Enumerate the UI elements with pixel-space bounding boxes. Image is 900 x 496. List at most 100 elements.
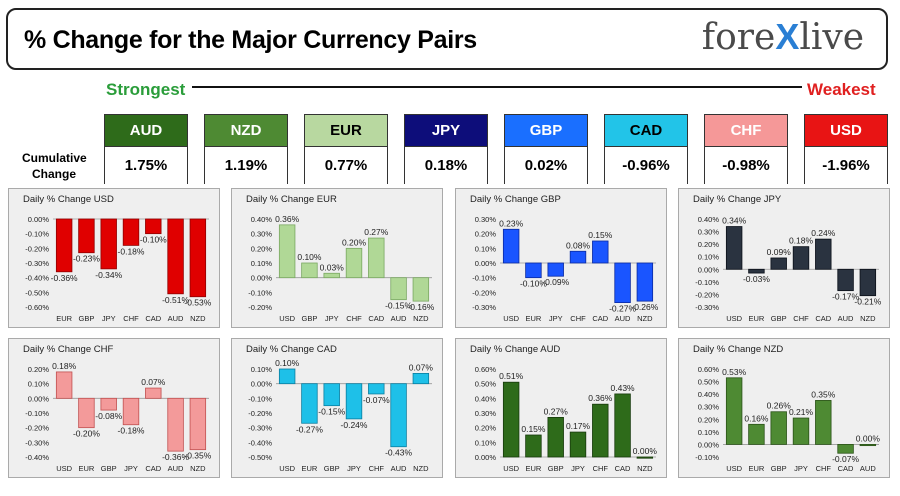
chart-title: Daily % Change NZD: [693, 344, 784, 355]
data-label: 0.36%: [588, 393, 613, 403]
currency-box-usd: USD -1.96%: [804, 114, 888, 184]
data-label: 0.07%: [141, 377, 166, 387]
category-label: CAD: [145, 314, 161, 323]
currency-code: CHF: [705, 115, 787, 147]
y-tick-label: -0.20%: [25, 244, 49, 253]
y-tick-label: 0.20%: [28, 365, 50, 374]
data-label: 0.10%: [275, 358, 300, 368]
bar: [323, 272, 340, 279]
chart-title: Daily % Change CHF: [23, 344, 114, 355]
currency-code: USD: [805, 115, 887, 147]
currency-box-eur: EUR 0.77%: [304, 114, 388, 184]
chart-title: Daily % Change USD: [23, 194, 114, 205]
category-label: CHF: [593, 464, 609, 473]
y-tick-label: -0.30%: [695, 303, 719, 312]
currency-code: AUD: [105, 115, 187, 147]
category-label: GBP: [79, 314, 95, 323]
category-label: CAD: [368, 314, 384, 323]
bar: [301, 383, 318, 424]
y-tick-label: 0.20%: [475, 424, 497, 433]
category-label: NZD: [860, 314, 876, 323]
y-tick-label: -0.50%: [248, 453, 272, 462]
weakest-label: Weakest: [807, 80, 876, 99]
bar: [122, 218, 140, 246]
forexlive-logo: foreXlive: [701, 16, 864, 58]
data-label: 0.15%: [588, 230, 613, 240]
y-tick-label: 0.40%: [251, 215, 273, 224]
bar: [412, 373, 430, 385]
currency-code: CAD: [605, 115, 687, 147]
data-label: 0.35%: [811, 389, 836, 399]
bar-chart: 0.20% 0.10% 0.00% -0.10% -0.20% -0.30% -0.40% 0…: [25, 361, 212, 473]
category-label: JPY: [794, 464, 808, 473]
y-tick-label: -0.20%: [25, 424, 49, 433]
data-label: -0.10%: [520, 279, 547, 289]
category-label: AUD: [168, 464, 184, 473]
category-label: JPY: [347, 464, 361, 473]
bar: [278, 368, 296, 385]
y-tick-label: 0.30%: [251, 230, 273, 239]
data-label: -0.43%: [385, 448, 412, 458]
data-label: 0.51%: [499, 371, 524, 381]
page-title: % Change for the Major Currency Pairs: [24, 26, 477, 54]
data-label: -0.07%: [832, 454, 859, 464]
category-label: AUD: [860, 464, 876, 473]
data-label: 0.18%: [52, 361, 77, 371]
data-label: -0.07%: [363, 395, 390, 405]
category-label: USD: [726, 314, 742, 323]
category-label: JPY: [549, 314, 563, 323]
bar: [345, 247, 363, 279]
bar: [792, 246, 810, 270]
y-tick-label: 0.10%: [251, 259, 273, 268]
y-tick-label: -0.30%: [25, 259, 49, 268]
y-tick-label: 0.10%: [28, 380, 50, 389]
data-label: 0.00%: [856, 433, 881, 443]
category-label: CHF: [816, 464, 832, 473]
currency-box-nzd: NZD 1.19%: [204, 114, 288, 184]
data-label: -0.53%: [184, 298, 211, 308]
bar-chart: 0.00% -0.10% -0.20% -0.30% -0.40% -0.50% -0.60…: [25, 215, 212, 323]
chart-panel: Daily % Change AUD 0.60% 0.50% 0.40% 0.30% 0.…: [455, 338, 667, 478]
category-label: GBP: [548, 464, 564, 473]
bar-chart: 0.40% 0.30% 0.20% 0.10% 0.00% -0.10% -0.20% 0.3…: [248, 214, 435, 323]
bar: [412, 277, 430, 302]
category-label: CAD: [815, 314, 831, 323]
currency-box-aud: AUD 1.75%: [104, 114, 188, 184]
chart-panel: Daily % Change EUR 0.40% 0.30% 0.20% 0.10% 0.…: [231, 188, 443, 328]
cumulative-value: 0.18%: [405, 147, 487, 184]
currency-code: EUR: [305, 115, 387, 147]
category-label: GBP: [324, 464, 340, 473]
category-label: GBP: [101, 464, 117, 473]
bar: [525, 262, 542, 279]
bar: [502, 381, 520, 458]
category-label: NZD: [413, 314, 429, 323]
category-label: JPY: [102, 314, 116, 323]
bar-chart: 0.60% 0.50% 0.40% 0.30% 0.20% 0.10% 0.00% 0.51%…: [475, 365, 658, 473]
category-label: EUR: [79, 464, 95, 473]
bar: [189, 397, 207, 451]
bar: [569, 250, 587, 264]
data-label: -0.20%: [73, 429, 100, 439]
category-label: EUR: [526, 314, 542, 323]
y-tick-label: 0.40%: [698, 390, 720, 399]
y-tick-label: -0.30%: [472, 303, 496, 312]
bar: [189, 218, 207, 298]
y-tick-label: 0.00%: [251, 274, 273, 283]
category-label: CHF: [793, 314, 809, 323]
y-tick-label: 0.00%: [28, 215, 50, 224]
currency-box-chf: CHF -0.98%: [704, 114, 788, 184]
currency-code: JPY: [405, 115, 487, 147]
y-tick-label: 0.00%: [475, 453, 497, 462]
bar: [592, 403, 609, 458]
y-tick-label: 0.20%: [698, 415, 720, 424]
category-label: EUR: [56, 314, 72, 323]
data-label: -0.24%: [341, 420, 368, 430]
bar: [525, 434, 542, 458]
data-label: 0.24%: [811, 228, 836, 238]
data-label: -0.16%: [407, 302, 434, 312]
bar: [323, 383, 340, 407]
category-label: NZD: [413, 464, 429, 473]
y-tick-label: -0.20%: [248, 303, 272, 312]
category-label: JPY: [124, 464, 138, 473]
y-tick-label: 0.10%: [698, 428, 720, 437]
